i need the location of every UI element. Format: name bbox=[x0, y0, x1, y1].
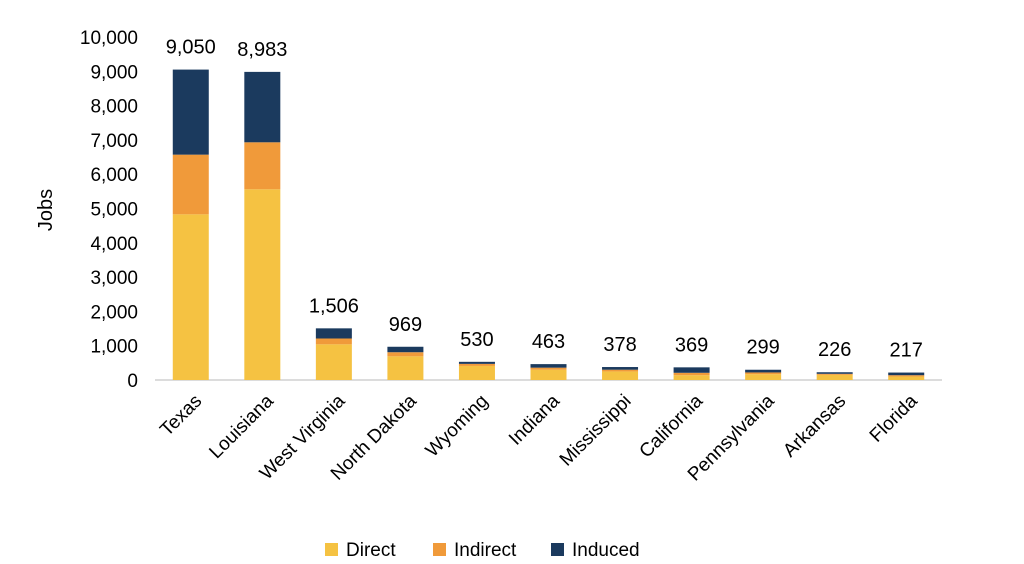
category-label: Mississippi bbox=[556, 391, 636, 471]
bar-segment-indirect bbox=[387, 352, 424, 357]
bar-segment-indirect bbox=[673, 372, 710, 376]
bar-segment-induced bbox=[602, 367, 639, 370]
category-label: Florida bbox=[866, 390, 922, 446]
y-tick-label: 10,000 bbox=[80, 28, 138, 49]
bar-segment-induced bbox=[888, 372, 925, 376]
y-tick-label: 7,000 bbox=[90, 131, 138, 152]
y-tick-label: 0 bbox=[127, 371, 138, 392]
bar-segment-direct bbox=[745, 374, 782, 380]
y-tick-label: 4,000 bbox=[90, 234, 138, 255]
bar-total-label: 463 bbox=[532, 331, 565, 353]
bar-total-label: 369 bbox=[675, 334, 708, 356]
bar-segment-induced bbox=[172, 69, 209, 155]
y-tick-label: 2,000 bbox=[90, 302, 138, 323]
y-tick-label: 6,000 bbox=[90, 165, 138, 186]
bar-total-label: 226 bbox=[818, 339, 851, 361]
bar-segment-induced bbox=[530, 364, 567, 368]
category-label: Arkansas bbox=[779, 391, 850, 462]
bar-segment-direct bbox=[530, 369, 567, 380]
bar-segment-indirect bbox=[888, 375, 925, 377]
bar-segment-direct bbox=[458, 365, 495, 380]
bar-segment-induced bbox=[315, 328, 352, 339]
legend-swatch-indirect bbox=[433, 543, 446, 556]
bar-segment-indirect bbox=[745, 372, 782, 375]
bar-segment-induced bbox=[816, 372, 853, 374]
bar-segment-direct bbox=[172, 214, 209, 380]
bar-segment-induced bbox=[745, 369, 782, 373]
bar-segment-indirect bbox=[816, 373, 853, 375]
bar-segment-direct bbox=[673, 375, 710, 380]
y-tick-label: 8,000 bbox=[90, 97, 138, 118]
bar-total-label: 530 bbox=[460, 329, 493, 351]
category-label: Texas bbox=[156, 391, 206, 441]
bar-segment-indirect bbox=[602, 369, 639, 372]
bar-total-label: 969 bbox=[389, 314, 422, 336]
bar-segment-indirect bbox=[244, 142, 281, 190]
category-label: Louisiana bbox=[205, 390, 278, 463]
category-label: Indiana bbox=[505, 390, 564, 449]
bar-segment-indirect bbox=[315, 338, 352, 345]
bar-segment-induced bbox=[458, 361, 495, 364]
bar-segment-induced bbox=[387, 346, 424, 353]
bar-segment-indirect bbox=[458, 363, 495, 366]
bar-segment-direct bbox=[888, 376, 925, 380]
bar-total-label: 299 bbox=[746, 337, 779, 359]
category-label: Wyoming bbox=[422, 391, 493, 462]
bar-segment-induced bbox=[673, 367, 710, 373]
bar-segment-direct bbox=[244, 189, 281, 380]
legend-label-induced: Induced bbox=[572, 540, 640, 561]
legend-label-direct: Direct bbox=[346, 540, 396, 561]
legend-swatch-direct bbox=[325, 543, 338, 556]
bar-segment-indirect bbox=[172, 154, 209, 215]
bar-total-label: 1,506 bbox=[309, 295, 359, 317]
bar-segment-direct bbox=[816, 374, 853, 380]
bar-total-label: 378 bbox=[603, 334, 636, 356]
y-tick-label: 5,000 bbox=[90, 200, 138, 221]
y-tick-label: 1,000 bbox=[90, 337, 138, 358]
y-axis-label: Jobs bbox=[35, 189, 57, 231]
y-tick-label: 3,000 bbox=[90, 268, 138, 289]
legend-swatch-induced bbox=[551, 543, 564, 556]
bar-total-label: 9,050 bbox=[166, 37, 216, 59]
bar-total-label: 8,983 bbox=[237, 39, 287, 61]
bar-total-label: 217 bbox=[890, 340, 923, 362]
category-label: California bbox=[636, 390, 708, 462]
bar-segment-direct bbox=[387, 356, 424, 380]
y-tick-label: 9,000 bbox=[90, 62, 138, 83]
bar-segment-direct bbox=[602, 371, 639, 380]
bar-segment-direct bbox=[315, 344, 352, 380]
bar-segment-induced bbox=[244, 71, 281, 143]
bar-segment-indirect bbox=[530, 367, 567, 370]
legend-label-indirect: Indirect bbox=[454, 540, 517, 561]
